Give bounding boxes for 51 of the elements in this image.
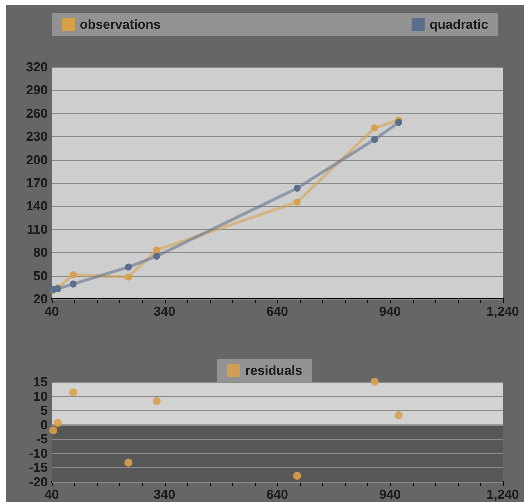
point xyxy=(371,136,378,144)
point xyxy=(70,280,77,288)
x-tick-label: 940 xyxy=(379,304,402,319)
point xyxy=(125,274,132,281)
point xyxy=(50,426,58,435)
y-tick-label: 170 xyxy=(26,176,48,190)
y-tick-label: 80 xyxy=(34,245,48,260)
y-tick-label: -15 xyxy=(29,460,48,476)
point xyxy=(294,198,301,206)
y-tick-label: -20 xyxy=(29,474,48,490)
point xyxy=(370,378,379,386)
legend-label: quadratic xyxy=(430,17,488,32)
y-tick-label: 0 xyxy=(40,417,48,432)
y-tick-label: 15 xyxy=(34,374,48,390)
x-tick-label: 340 xyxy=(154,304,176,319)
point xyxy=(124,458,133,467)
x-tick-label: 640 xyxy=(266,304,288,319)
point xyxy=(70,272,77,279)
point xyxy=(371,124,378,132)
point xyxy=(294,184,301,192)
point xyxy=(293,472,302,480)
x-tick-label: 340 xyxy=(154,487,176,502)
y-tick-label: 260 xyxy=(26,106,48,121)
point xyxy=(54,419,62,428)
y-tick-label: 320 xyxy=(26,60,48,74)
point xyxy=(153,246,160,254)
y-tick-label: 290 xyxy=(26,82,48,98)
x-tick-label: 940 xyxy=(379,487,402,502)
y-tick-label: -5 xyxy=(36,432,48,447)
x-tick-label: 1,240 xyxy=(486,304,520,319)
y-tick-label: 230 xyxy=(26,129,48,144)
y-tick-label: 5 xyxy=(40,403,48,418)
legend-label: observations xyxy=(80,17,161,32)
y-tick-label: 140 xyxy=(26,198,48,214)
y-tick-label: 10 xyxy=(34,388,48,404)
y-tick-label: -10 xyxy=(29,446,48,461)
y-tick-label: 110 xyxy=(27,222,48,237)
x-tick-label: 40 xyxy=(44,487,60,502)
y-tick-label: 50 xyxy=(34,268,48,284)
point xyxy=(152,397,161,406)
point xyxy=(395,119,402,126)
y-tick-label: 20 xyxy=(34,292,48,306)
x-tick-label: 1,240 xyxy=(486,487,520,502)
x-tick-label: 640 xyxy=(266,487,288,502)
legend-label: residuals xyxy=(245,363,303,378)
x-tick-label: 40 xyxy=(44,304,60,319)
y-tick-label: 200 xyxy=(26,152,48,168)
point xyxy=(153,252,160,260)
point xyxy=(394,411,403,420)
point xyxy=(69,388,78,397)
point xyxy=(125,264,132,271)
